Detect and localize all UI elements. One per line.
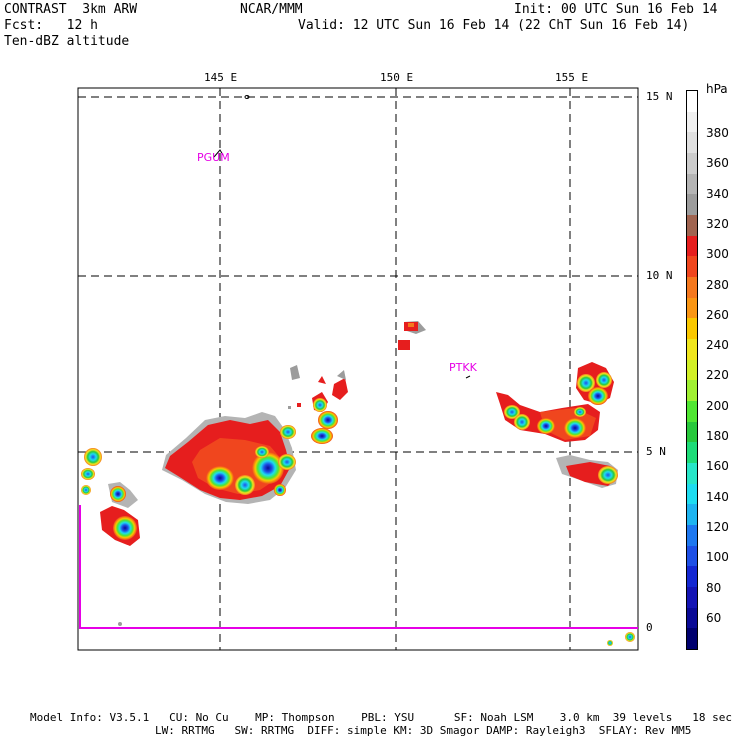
colorbar-tick-label: 120 — [706, 519, 729, 534]
colorbar-segment — [687, 91, 697, 112]
colorbar-tick-label: 200 — [706, 398, 729, 413]
colorbar-segment — [687, 504, 697, 526]
colorbar-segment — [687, 442, 697, 464]
field-name: Ten-dBZ altitude — [4, 34, 130, 49]
colorbar-tick-label: 240 — [706, 338, 729, 353]
colorbar-segment — [687, 463, 697, 484]
colorbar-segment — [687, 380, 697, 402]
forecast-hour: Fcst: 12 h — [4, 18, 98, 33]
colorbar-tick-label: 320 — [706, 216, 729, 231]
domain-boundary — [79, 505, 638, 629]
colorbar-segment — [687, 483, 697, 505]
colorbar-segment — [687, 525, 697, 546]
lat-label-0: 0 — [646, 621, 653, 634]
colorbar-tick-label: 380 — [706, 126, 729, 140]
station-label-pgum: PGUM — [197, 151, 230, 164]
pgum-coastline — [213, 149, 224, 158]
lat-label-10n: 10 N — [646, 269, 673, 282]
station-label-ptkk: PTKK — [449, 361, 477, 374]
colorbar-segment — [687, 277, 697, 298]
colorbar-segment — [687, 194, 697, 216]
storm-complex-east — [496, 362, 635, 646]
init-time: Init: 00 UTC Sun 16 Feb 14 — [514, 2, 718, 17]
colorbar-segment — [687, 421, 697, 443]
island-marker — [244, 95, 250, 99]
colorbar-segment — [687, 153, 697, 174]
map-frame — [77, 87, 639, 651]
colorbar-segment — [687, 132, 697, 154]
lat-label-15n: 15 N — [646, 90, 673, 103]
station-markers — [213, 95, 471, 379]
colorbar-segment — [687, 173, 697, 195]
lon-label-150: 150 E — [380, 71, 414, 84]
lon-label-145: 145 E — [204, 71, 238, 84]
storm-cells-north — [288, 365, 348, 444]
colorbar-units: hPa — [706, 82, 728, 96]
colorbar-segment — [687, 607, 697, 629]
colorbar-tick-label: 160 — [706, 459, 729, 474]
colorbar-tick-label: 280 — [706, 277, 729, 292]
colorbar-segment — [687, 297, 697, 319]
model-title: CONTRAST 3km ARW — [4, 2, 138, 17]
lon-label-155: 155 E — [555, 71, 589, 84]
colorbar-segment — [687, 318, 697, 340]
ptkk-coastline — [465, 375, 471, 379]
colorbar-segment — [687, 401, 697, 422]
colorbar-segment — [687, 256, 697, 278]
colorbar-tick-label: 220 — [706, 368, 729, 383]
lat-label-5n: 5 N — [646, 445, 666, 458]
colorbar-segment — [687, 587, 697, 608]
colorbar-tick-label: 340 — [706, 186, 729, 201]
model-info-line1: Model Info: V3.5.1 CU: No Cu MP: Thompso… — [30, 711, 732, 724]
colorbar-segment — [687, 628, 697, 650]
colorbar-segment — [687, 566, 697, 588]
colorbar-tick-label: 300 — [706, 247, 729, 262]
valid-time: Valid: 12 UTC Sun 16 Feb 14 (22 ChT Sun … — [298, 18, 690, 33]
storm-cells-ne — [398, 321, 426, 350]
model-info-line2: LW: RRTMG SW: RRTMG DIFF: simple KM: 3D … — [155, 724, 692, 737]
colorbar-segment — [687, 339, 697, 360]
colorbar-segment — [687, 111, 697, 133]
storm-cells-west — [81, 448, 140, 626]
center-name: NCAR/MMM — [240, 2, 303, 17]
colorbar-tick-label: 360 — [706, 156, 729, 171]
colorbar-segment — [687, 545, 697, 567]
colorbar-segment — [687, 235, 697, 257]
colorbar-tick-label: 180 — [706, 429, 729, 443]
storm-complex-central — [162, 412, 296, 504]
colorbar-tick-label: 80 — [706, 580, 722, 595]
colorbar-segment — [687, 359, 697, 381]
colorbar-tick-label: 140 — [706, 489, 729, 504]
colorbar-segment — [687, 215, 697, 236]
colorbar-tick-label: 100 — [706, 550, 729, 565]
colorbar-tick-label: 60 — [706, 610, 722, 625]
colorbar-tick-label: 260 — [706, 307, 729, 322]
colorbar — [686, 90, 698, 650]
